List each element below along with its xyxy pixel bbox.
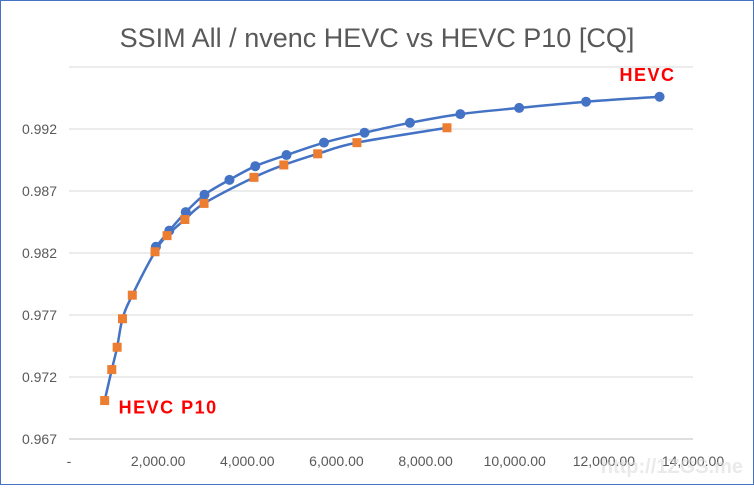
y-tick-label: 0.987	[22, 183, 57, 199]
data-point-square	[150, 247, 160, 257]
data-point-circle	[318, 137, 329, 148]
series-markers	[100, 91, 665, 406]
data-point-circle	[281, 150, 292, 161]
y-tick-label: 0.982	[22, 245, 57, 261]
data-point-square	[127, 290, 137, 300]
series-line	[103, 126, 448, 401]
data-point-circle	[250, 161, 261, 172]
data-point-circle	[404, 117, 415, 128]
data-point-circle	[224, 174, 235, 185]
data-point-circle	[581, 96, 592, 107]
data-point-circle	[199, 189, 210, 200]
data-point-square	[112, 342, 122, 352]
data-point-circle	[654, 91, 665, 102]
y-tick-label: 0.967	[22, 431, 57, 447]
data-point-square	[352, 138, 362, 148]
data-point-square	[117, 314, 127, 324]
x-tick-label: 8,000.00	[398, 453, 453, 469]
data-point-circle	[180, 207, 191, 218]
series-label: HEVC P10	[119, 398, 218, 418]
x-tick-label: 12,000.00	[573, 453, 635, 469]
y-axis-tick-labels: 0.967 0.972 0.977 0.982 0.987 0.992	[22, 121, 57, 447]
data-point-square	[442, 123, 452, 133]
x-tick-label: 14,000.00	[662, 453, 724, 469]
watermark: http://1ZGS.me	[601, 456, 743, 478]
data-point-circle	[359, 127, 370, 138]
y-tick-label: 0.977	[22, 307, 57, 323]
x-tick-label: 10,000.00	[484, 453, 546, 469]
data-point-circle	[514, 102, 525, 113]
data-point-square	[162, 231, 172, 241]
data-point-square	[279, 160, 289, 170]
y-tick-label: 0.992	[22, 121, 57, 137]
data-point-square	[100, 396, 110, 406]
series-labels: HEVC HEVC P10	[119, 65, 676, 418]
x-tick-label: -	[67, 453, 72, 469]
chart-title: SSIM All / nvenc HEVC vs HEVC P10 [CQ]	[120, 23, 635, 53]
y-tick-label: 0.972	[22, 369, 57, 385]
x-tick-label: 2,000.00	[131, 453, 186, 469]
data-point-circle	[455, 109, 466, 120]
series-label: HEVC	[620, 65, 676, 85]
data-point-square	[249, 172, 259, 182]
data-point-square	[313, 149, 323, 159]
x-tick-label: 6,000.00	[309, 453, 364, 469]
x-tick-label: 4,000.00	[220, 453, 275, 469]
x-axis-tick-labels: - 2,000.00 4,000.00 6,000.00 8,000.00 10,000.…	[67, 453, 725, 469]
data-point-square	[199, 198, 209, 208]
gridlines	[69, 66, 693, 378]
data-point-square	[180, 215, 190, 225]
series-lines	[103, 95, 660, 401]
data-point-square	[107, 365, 117, 375]
